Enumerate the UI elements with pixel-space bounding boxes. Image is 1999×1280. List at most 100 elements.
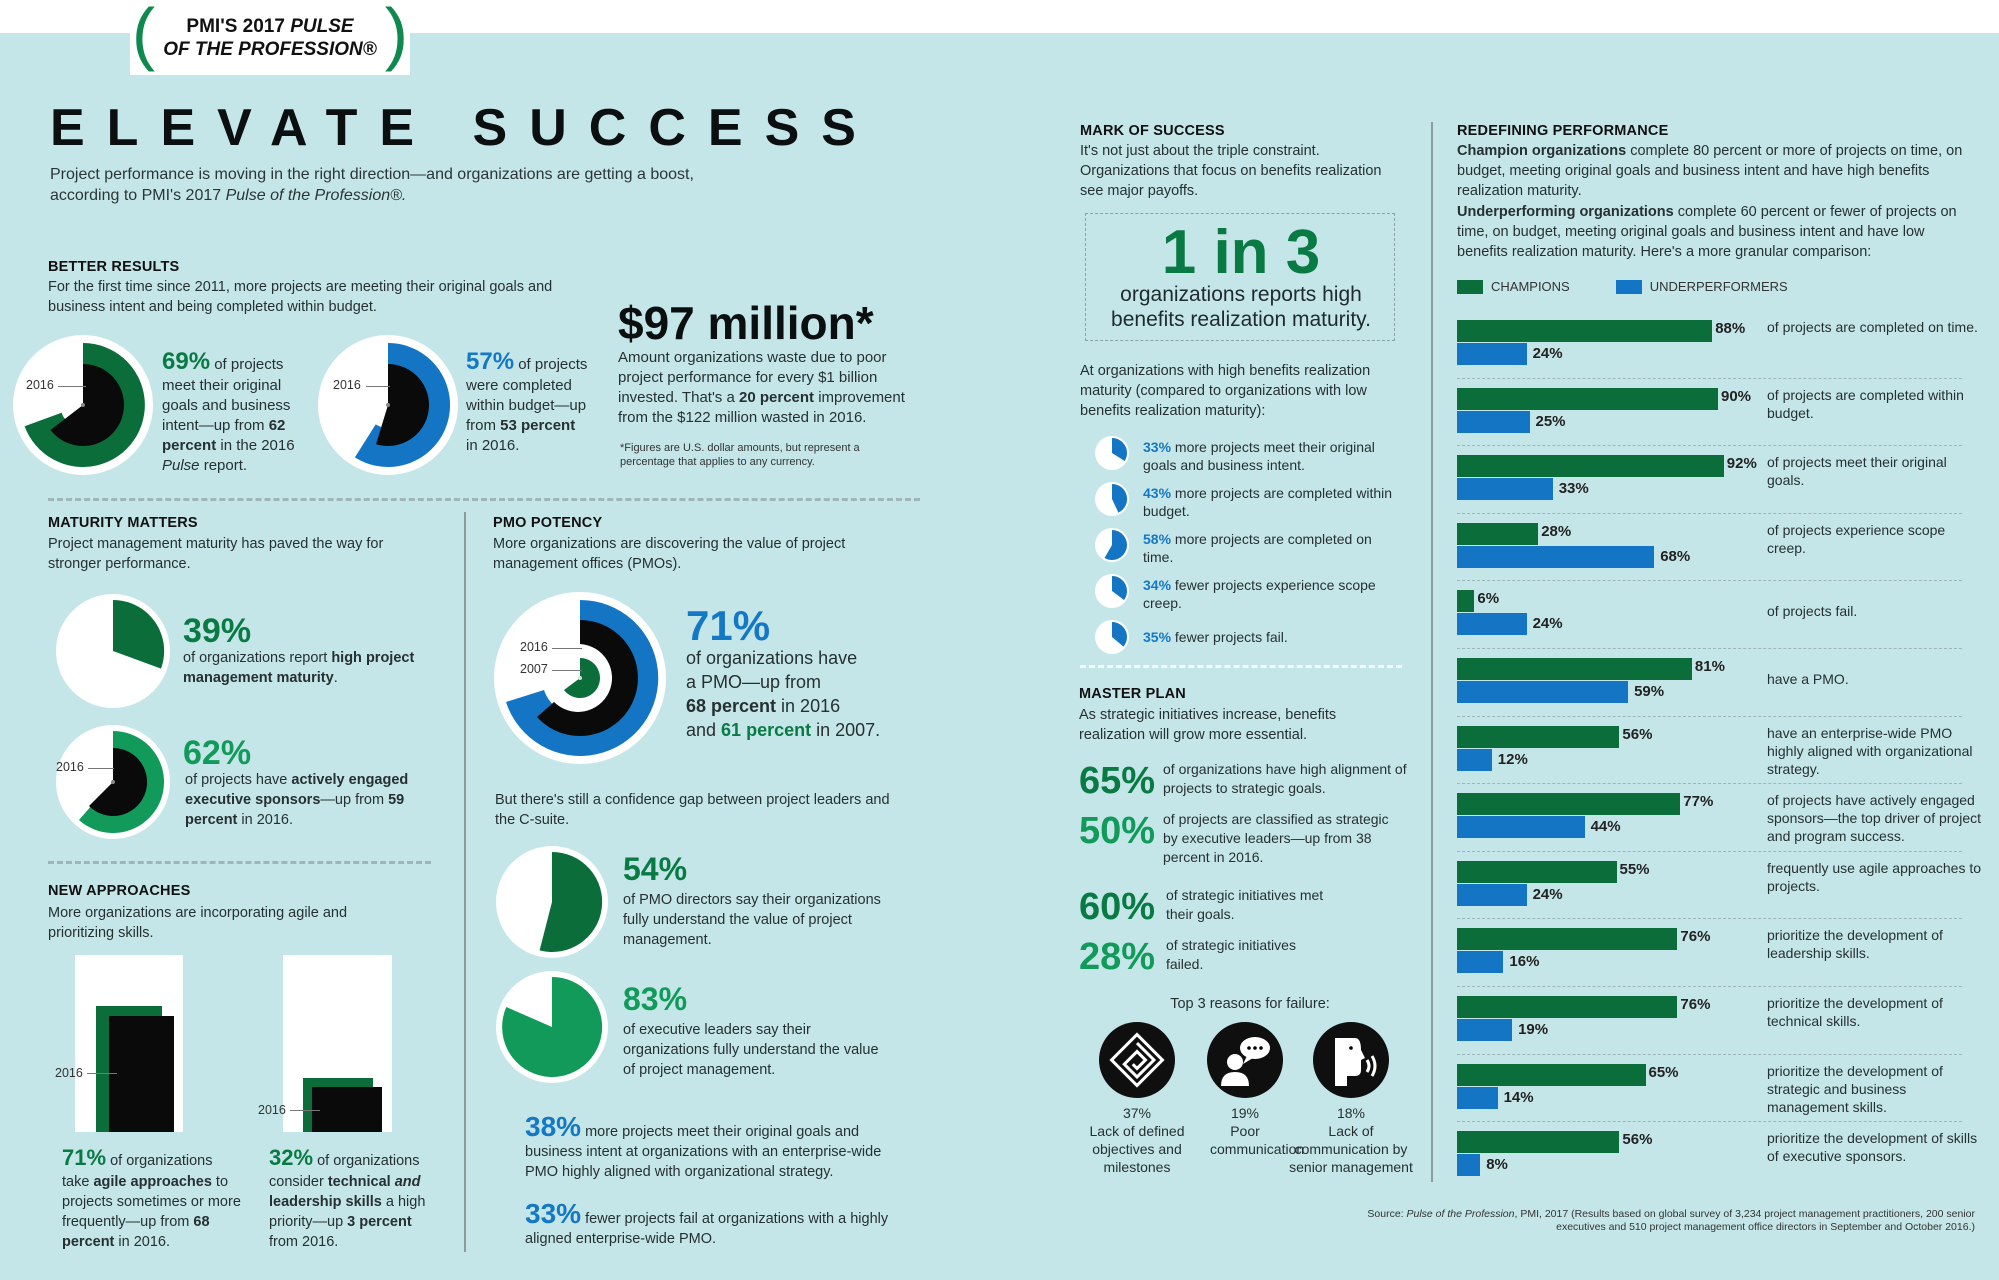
row-divider <box>1457 377 1962 379</box>
underperformers-value: 19% <box>1518 1020 1549 1038</box>
bar-category-label: frequently use agile approaches to proje… <box>1767 859 1982 894</box>
pmo-value: 71% <box>686 602 771 649</box>
champions-bar <box>1457 725 1620 748</box>
reason-text: Lack of defined objectives and milestone… <box>1089 1123 1185 1175</box>
pmo-2007-leader <box>552 670 582 671</box>
waste-text: Amount organizations waste due to poor p… <box>618 349 905 426</box>
column-divider <box>464 512 466 1252</box>
row-divider <box>1457 783 1962 785</box>
bar-category-label: have a PMO. <box>1767 670 1849 687</box>
bar-category-label: of projects have actively engaged sponso… <box>1767 792 1981 845</box>
row-divider <box>1457 715 1962 717</box>
goals-donut-chart <box>13 335 153 475</box>
better-results-intro: For the first time since 2011, more proj… <box>48 279 553 315</box>
chart-legend: CHAMPIONS UNDERPERFORMERS <box>1457 279 1788 294</box>
pmo-fewer-fail-text: 33% fewer projects fail at organizations… <box>525 1198 889 1248</box>
reason-text: Poor communication <box>1210 1123 1305 1157</box>
benefits-item: 34% fewer projects experience scope cree… <box>1095 574 1395 620</box>
sponsors-2016-label: 2016 <box>56 760 84 774</box>
underperformers-bar <box>1457 951 1504 974</box>
legend-swatch-underperformers <box>1615 279 1642 294</box>
underperformers-value: 8% <box>1486 1156 1508 1174</box>
skills-label-leader <box>290 1110 320 1111</box>
skills-bar-chart <box>283 955 392 1132</box>
bar-row: 55% 24% frequently use agile approaches to… <box>1457 859 1982 927</box>
underperformers-bar <box>1457 410 1530 433</box>
maturity-intro: Project management maturity has paved th… <box>48 536 384 572</box>
champions-bar <box>1457 928 1678 951</box>
pmo-directors-pie-chart <box>496 846 608 958</box>
champions-bar <box>1457 387 1718 410</box>
performance-bar-chart: 88% 24% of projects are completed on time.… <box>1457 318 1982 1197</box>
champions-bar <box>1457 995 1678 1018</box>
underperformers-value: 24% <box>1532 345 1563 362</box>
skills-2016-label: 2016 <box>258 1103 286 1117</box>
bar-category-label: prioritize the development of leadership… <box>1767 927 1943 962</box>
pmo-2007-label: 2007 <box>520 662 548 676</box>
champions-value: 76% <box>1680 995 1711 1013</box>
underperformers-bar <box>1457 1154 1481 1177</box>
pmo-text: of organizations have a PMO—up from 68 p… <box>686 648 881 740</box>
pmo-intro: More organizations are discovering the v… <box>493 536 846 572</box>
bar-row: 6% 24% of projects fail. <box>1457 588 1982 656</box>
champions-bar <box>1457 793 1681 816</box>
champions-value: 77% <box>1683 793 1714 811</box>
underperformers-bar <box>1457 343 1527 365</box>
pmo-heading: PMO POTENCY <box>493 515 603 531</box>
bar-category-label: prioritize the development of strategic … <box>1767 1062 1943 1115</box>
strategy-stat: 28% of strategic initiatives failed. <box>1079 936 1296 978</box>
mini-pie-icon <box>1095 620 1129 654</box>
pulse-badge: ( PMI'S 2017 PULSE OF THE PROFESSION® ) <box>130 0 410 75</box>
benefits-item: 43% more projects are completed within b… <box>1095 482 1395 528</box>
underperformers-value: 59% <box>1634 682 1665 700</box>
goals-stat-text: 69% of projects meet their original goal… <box>162 348 295 474</box>
row-divider <box>1457 985 1962 987</box>
agile-label-leader <box>87 1073 117 1074</box>
pmo-directors-text: of PMO directors say their organizations… <box>623 892 881 948</box>
bar-category-label: of projects are completed within budget. <box>1767 386 1964 421</box>
bar-row: 56% 8% prioritize the development of skill… <box>1457 1129 1982 1197</box>
one-in-three-box: 1 in 3 organizations reports high benefi… <box>1085 213 1395 341</box>
exec-leaders-value: 83% <box>623 981 688 1017</box>
champions-value: 56% <box>1622 1131 1653 1149</box>
row-divider <box>1457 647 1962 649</box>
goals-label-leader <box>58 386 86 387</box>
badge-text: PMI'S 2017 PULSE OF THE PROFESSION® <box>163 15 377 60</box>
champions-value: 81% <box>1694 657 1725 675</box>
budget-stat-text: 57% of projects were completed within bu… <box>466 348 588 454</box>
sponsors-value: 62% <box>183 734 252 772</box>
champions-bar <box>1457 522 1539 545</box>
underperformers-bar <box>1457 545 1655 568</box>
budget-2016-label: 2016 <box>333 378 361 392</box>
champions-definition: Champion organizations complete 80 perce… <box>1457 143 1963 199</box>
mark-heading: MARK OF SUCCESS <box>1080 123 1225 139</box>
bar-row: 65% 14% prioritize the development of stra… <box>1457 1062 1982 1130</box>
underperformers-bar <box>1457 613 1527 636</box>
mini-pie-icon <box>1095 436 1129 470</box>
strategy-stat: 50% of projects are classified as strate… <box>1079 810 1389 865</box>
underperformers-bar <box>1457 1086 1498 1109</box>
bar-row: 28% 68% of projects experience scope creep… <box>1457 521 1982 589</box>
underperformers-value: 25% <box>1535 412 1566 430</box>
master-plan-intro: As strategic initiatives increase, benef… <box>1079 707 1337 743</box>
champions-value: 90% <box>1721 387 1752 405</box>
better-results-heading: BETTER RESULTS <box>48 259 180 275</box>
budget-donut-chart <box>318 335 458 475</box>
mini-pie-icon <box>1095 482 1129 516</box>
sponsors-label-leader <box>88 768 114 769</box>
champions-bar <box>1457 1063 1646 1086</box>
underperformers-value: 44% <box>1590 818 1621 836</box>
row-divider <box>1457 1053 1962 1055</box>
pmo-directors-value: 54% <box>623 851 688 887</box>
champions-value: 28% <box>1541 522 1572 540</box>
champions-value: 56% <box>1622 725 1653 743</box>
reason-item: 18% Lack of communication by senior mana… <box>1288 1022 1414 1176</box>
confidence-gap-text: But there's still a confidence gap betwe… <box>495 792 890 828</box>
bar-row: 76% 19% prioritize the development of tech… <box>1457 994 1982 1062</box>
reasons-title: Top 3 reasons for failure: <box>1170 996 1330 1012</box>
maturity-text: of organizations report high project man… <box>183 650 415 686</box>
strategy-stat: 60% of strategic initiatives met their g… <box>1079 886 1324 928</box>
champions-value: 88% <box>1715 320 1746 337</box>
sponsors-text: of projects have actively engaged execut… <box>185 772 409 828</box>
new-approaches-heading: NEW APPROACHES <box>48 883 191 899</box>
